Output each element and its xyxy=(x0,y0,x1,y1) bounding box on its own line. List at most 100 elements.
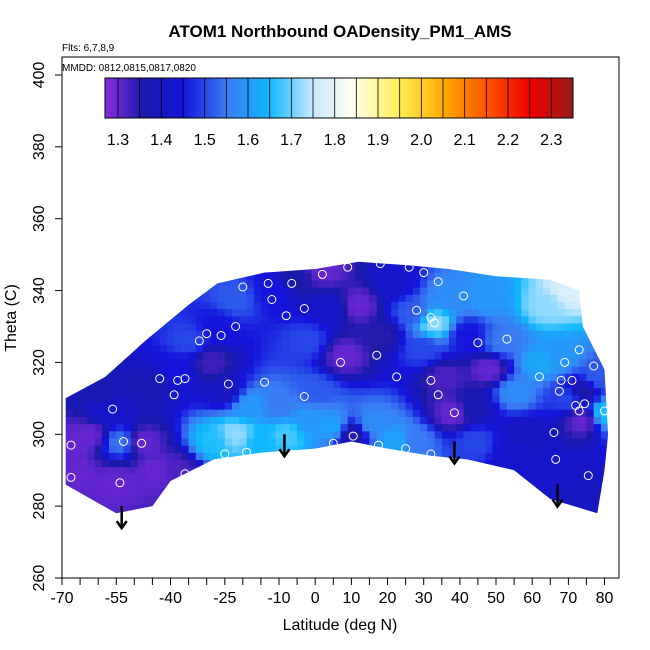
heat-cell xyxy=(434,261,443,266)
heat-cell xyxy=(246,473,255,482)
heat-cell xyxy=(65,322,74,331)
heat-cell xyxy=(253,495,262,504)
heat-cell xyxy=(289,351,298,360)
heat-cell xyxy=(463,416,472,425)
heat-cell xyxy=(514,488,522,496)
heat-cell xyxy=(434,488,443,496)
heat-cell xyxy=(369,387,378,396)
heat-cell xyxy=(441,452,450,460)
heat-cell xyxy=(145,495,153,504)
heat-cell xyxy=(398,373,407,381)
heat-cell xyxy=(80,380,88,389)
heat-cell xyxy=(275,466,284,475)
observation-point xyxy=(155,374,165,384)
heat-cell xyxy=(152,351,161,360)
heat-cell xyxy=(297,322,305,331)
heat-cell xyxy=(470,322,479,331)
heat-cell xyxy=(318,509,327,514)
heat-cell xyxy=(72,401,81,410)
heat-cell xyxy=(420,301,428,310)
heat-cell xyxy=(72,495,81,504)
heat-cell xyxy=(506,445,515,453)
heat-cell xyxy=(521,473,530,482)
heat-cell xyxy=(492,466,501,475)
heat-cell xyxy=(355,445,363,453)
heat-cell xyxy=(449,315,457,324)
heat-cell xyxy=(275,287,284,295)
heat-cell xyxy=(405,430,414,439)
x-tick-label: 60 xyxy=(523,590,541,607)
heat-cell xyxy=(260,330,269,338)
heat-cell xyxy=(572,315,580,324)
heat-cell xyxy=(326,337,334,346)
heat-cell xyxy=(253,373,262,381)
heat-cell xyxy=(362,495,370,504)
heat-cell xyxy=(492,287,501,295)
heat-cell xyxy=(87,394,96,403)
heat-cell xyxy=(456,509,464,514)
heat-cell xyxy=(550,387,559,396)
heat-cell xyxy=(152,495,161,504)
heat-cell xyxy=(166,315,175,324)
heat-cell xyxy=(420,358,428,367)
heat-cell xyxy=(275,279,284,288)
heat-cell xyxy=(383,509,392,514)
heat-cell xyxy=(362,416,370,425)
heat-cell xyxy=(420,488,428,496)
heat-cell xyxy=(246,509,255,514)
heat-cell xyxy=(188,423,197,432)
heat-cell xyxy=(304,481,313,489)
heat-cell xyxy=(521,380,530,389)
heat-cell xyxy=(586,459,595,468)
heat-cell xyxy=(600,502,609,511)
heat-cell xyxy=(535,261,544,266)
heat-cell xyxy=(72,423,81,432)
heat-cell xyxy=(217,261,226,266)
heat-cell xyxy=(253,279,262,288)
heat-cell xyxy=(138,380,146,389)
heat-cell xyxy=(87,445,96,453)
heat-cell xyxy=(318,301,327,310)
heat-cell xyxy=(311,459,320,468)
heat-cell xyxy=(72,351,81,360)
heat-cell xyxy=(427,366,436,374)
heat-cell xyxy=(181,452,190,460)
heat-cell xyxy=(564,466,573,475)
heat-cell xyxy=(499,272,508,281)
observation-point xyxy=(374,440,383,450)
heat-cell xyxy=(405,495,414,504)
heat-cell xyxy=(203,466,211,475)
heat-cell xyxy=(506,366,515,374)
heat-cell xyxy=(362,459,370,468)
heat-cell xyxy=(441,344,450,353)
heat-cell xyxy=(543,481,551,489)
heat-cell xyxy=(318,315,327,324)
heat-cell xyxy=(304,279,313,288)
heat-cell xyxy=(543,279,551,288)
heat-cell xyxy=(420,344,428,353)
heat-cell xyxy=(130,380,139,389)
heat-cell xyxy=(174,373,182,381)
heat-cell xyxy=(463,380,472,389)
heat-cell xyxy=(564,401,573,410)
heat-cell xyxy=(593,358,602,367)
heat-cell xyxy=(101,344,110,353)
x-tick-label: -25 xyxy=(213,590,236,607)
heat-cell xyxy=(318,330,327,338)
heat-cell xyxy=(232,423,240,432)
heat-cell xyxy=(593,261,602,266)
heat-cell xyxy=(477,330,486,338)
heat-cell xyxy=(369,509,378,514)
heat-cell xyxy=(87,366,96,374)
heat-cell xyxy=(412,279,421,288)
heat-cell xyxy=(514,423,522,432)
heat-cell xyxy=(152,488,161,496)
heat-cell xyxy=(232,366,240,374)
heat-cell xyxy=(217,358,226,367)
heat-cell xyxy=(65,488,74,496)
heat-cell xyxy=(586,409,595,417)
y-tick-label: 280 xyxy=(31,493,48,520)
heat-cell xyxy=(275,416,284,425)
heat-cell xyxy=(600,437,609,446)
heat-cell xyxy=(268,445,276,453)
